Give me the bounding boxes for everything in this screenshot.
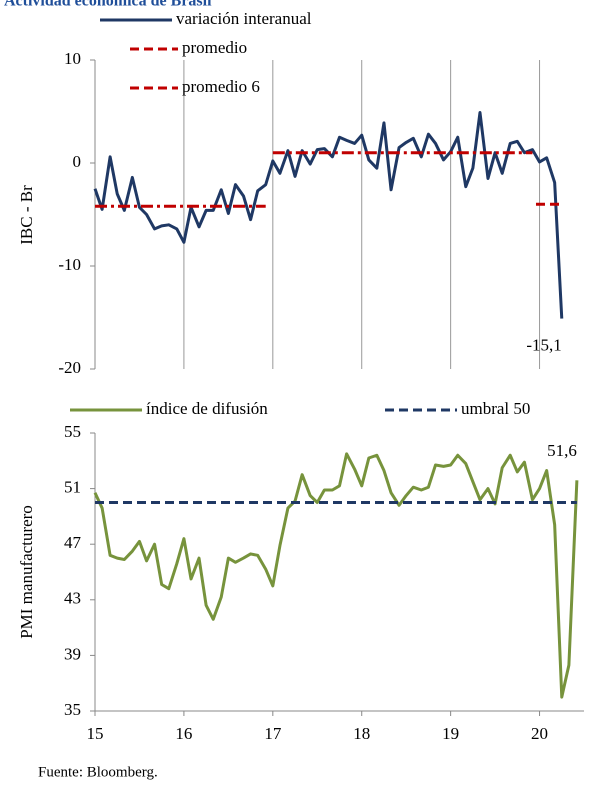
y-tick-label: 47 bbox=[64, 533, 82, 552]
x-tick-label: 20 bbox=[531, 724, 548, 743]
legend-label: variación interanual bbox=[176, 9, 312, 28]
y-tick-label: 0 bbox=[73, 152, 82, 171]
y-axis-label: PMI manufacturero bbox=[17, 505, 36, 639]
x-tick-label: 17 bbox=[264, 724, 282, 743]
chart-title: Actividad económica de Brasil bbox=[4, 0, 212, 10]
data-label: -15,1 bbox=[526, 335, 561, 354]
x-tick-label: 15 bbox=[87, 724, 104, 743]
y-tick-label: -20 bbox=[58, 358, 81, 377]
data-label: 51,6 bbox=[547, 441, 577, 460]
source: Fuente: Bloomberg. bbox=[38, 764, 158, 780]
y-tick-label: -10 bbox=[58, 255, 81, 274]
y-axis-label: IBC - Br bbox=[17, 185, 36, 245]
legend-label: umbral 50 bbox=[461, 399, 530, 418]
y-tick-label: 43 bbox=[64, 589, 81, 608]
x-tick-label: 16 bbox=[175, 724, 192, 743]
y-tick-label: 35 bbox=[64, 700, 81, 719]
legend-label: promedio 6 bbox=[182, 77, 260, 96]
y-tick-label: 51 bbox=[64, 478, 81, 497]
x-tick-label: 18 bbox=[353, 724, 370, 743]
series-line bbox=[95, 151, 533, 208]
series-line bbox=[93, 452, 579, 699]
y-tick-label: 55 bbox=[64, 422, 81, 441]
y-tick-label: 39 bbox=[64, 644, 81, 663]
legend-label: promedio bbox=[182, 38, 247, 57]
x-tick-label: 19 bbox=[442, 724, 459, 743]
series-line bbox=[93, 111, 564, 319]
legend-label: índice de difusión bbox=[146, 399, 268, 418]
y-tick-label: 10 bbox=[64, 49, 81, 68]
